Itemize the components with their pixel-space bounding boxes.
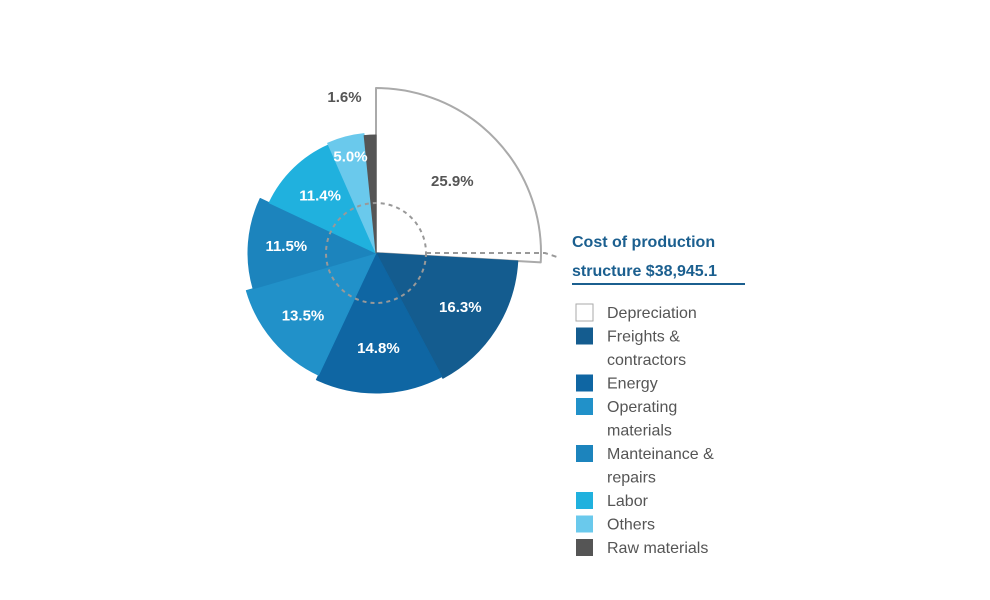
value-label-raw-materials: 1.6% xyxy=(327,89,361,106)
chart-title-line: Cost of production xyxy=(572,234,715,251)
value-label-manteinance-repairs: 11.5% xyxy=(265,238,307,255)
legend-swatch xyxy=(576,327,593,345)
chart-title-line: structure $38,945.1 xyxy=(572,263,717,280)
slice-energy xyxy=(315,252,443,394)
legend-label: Labor xyxy=(607,493,649,510)
legend-item-freights-contractors: Freights & contractors xyxy=(576,327,686,369)
legend-label: Energy xyxy=(607,376,658,393)
value-label-energy: 14.8% xyxy=(357,340,400,357)
legend-label: Operating xyxy=(607,399,677,416)
value-label-operating-materials: 13.5% xyxy=(282,307,325,324)
value-label-others: 5.0% xyxy=(333,148,367,165)
slice-others xyxy=(327,133,377,254)
slice-raw-materials xyxy=(363,134,377,254)
legend-swatch xyxy=(575,303,594,322)
legend-label: Raw materials xyxy=(607,540,708,557)
legend-label: Others xyxy=(607,517,655,534)
legend-swatch xyxy=(576,445,593,462)
legend-swatch xyxy=(576,398,593,415)
leader-line xyxy=(426,252,561,259)
pie-slices xyxy=(245,87,543,394)
chart-title: Cost of production structure $38,945.1 xyxy=(572,234,717,280)
legend-label: repairs xyxy=(607,470,656,487)
value-label-labor: 11.4% xyxy=(299,188,341,205)
slice-manteinance-repairs xyxy=(247,198,377,290)
legend: Depreciation Freights & contractors Energy O… xyxy=(575,303,714,557)
value-label-freights-contractors: 16.3% xyxy=(439,299,482,316)
legend-label: Depreciation xyxy=(607,305,697,322)
legend-item-manteinance-repairs: Manteinance & repairs xyxy=(576,445,714,487)
slice-depreciation xyxy=(375,87,543,264)
slice-labor xyxy=(268,144,377,254)
legend-swatch xyxy=(576,515,593,533)
pie-value-labels: 25.9% 16.3% 14.8% 13.5% 11.5% 11.4% 5.0% 1.6% xyxy=(265,89,481,357)
legend-item-raw-materials: Raw materials xyxy=(576,539,708,557)
legend-item-depreciation: Depreciation xyxy=(575,303,697,322)
legend-item-labor: Labor xyxy=(576,492,649,510)
legend-item-energy: Energy xyxy=(576,374,658,393)
legend-swatch xyxy=(576,374,593,392)
legend-label: contractors xyxy=(607,352,686,369)
legend-item-others: Others xyxy=(576,515,655,534)
legend-label: materials xyxy=(607,423,672,440)
legend-label: Freights & xyxy=(607,329,680,346)
legend-swatch xyxy=(576,492,593,509)
legend-swatch xyxy=(576,539,593,556)
value-label-depreciation: 25.9% xyxy=(431,173,474,190)
legend-item-operating-materials: Operating materials xyxy=(576,398,677,440)
legend-label: Manteinance & xyxy=(607,446,714,463)
slice-operating-materials xyxy=(245,252,377,376)
slice-freights-contractors xyxy=(375,252,519,379)
